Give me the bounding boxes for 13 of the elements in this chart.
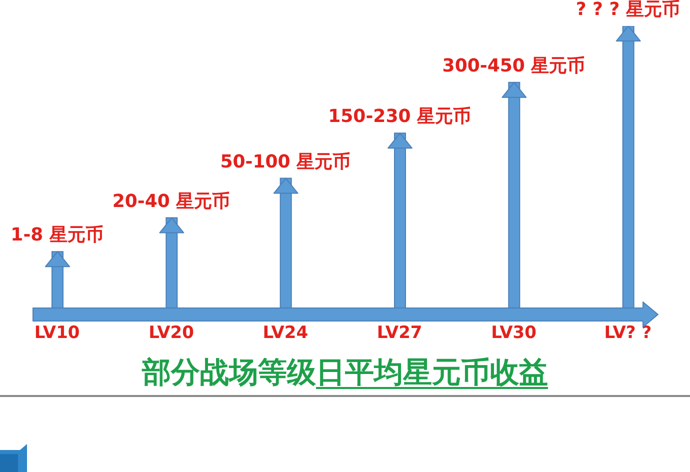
x-tick-label: LV20 [148, 323, 194, 344]
x-tick-label: LV30 [491, 323, 537, 344]
annotation: 20-40 星元币 [112, 190, 230, 212]
x-tick-label: LV10 [34, 323, 80, 344]
annotation: 50-100 星元币 [220, 151, 351, 172]
text: 部分战场等级日平均星元币收益 [142, 355, 548, 389]
x-tick-label: LV27 [376, 323, 422, 344]
x-tick-label: LV24 [262, 323, 308, 344]
annotation: 300-450 星元币 [442, 55, 586, 76]
annotation: ? ? ? 星元币 [576, 0, 680, 20]
annotation: 150-230 星元币 [328, 106, 472, 128]
x-tick-label: LV? ? [604, 323, 652, 344]
annotation: 1-8 星元币 [10, 224, 104, 246]
